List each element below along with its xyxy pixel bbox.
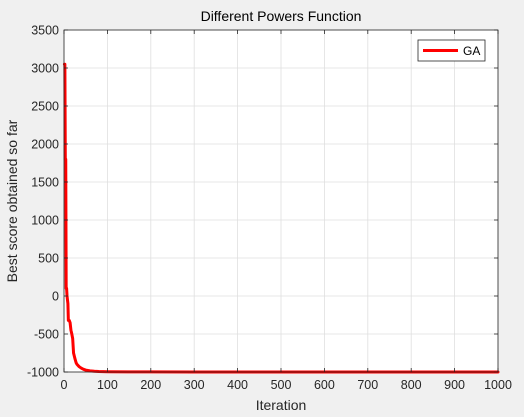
x-axis-label: Iteration xyxy=(256,397,307,413)
x-tick-labels: 0 100 200 300 400 500 600 700 800 900 1000 xyxy=(61,378,512,392)
x-tick-label: 100 xyxy=(97,378,118,392)
chart-title: Different Powers Function xyxy=(201,8,362,24)
y-axis-label: Best score obtained so far xyxy=(4,119,20,282)
x-tick-label: 700 xyxy=(357,378,378,392)
y-tick-label: 2500 xyxy=(31,100,59,114)
x-tick-label: 200 xyxy=(140,378,161,392)
x-tick-label: 500 xyxy=(271,378,292,392)
y-tick-label: 3000 xyxy=(31,62,59,76)
x-tick-label: 600 xyxy=(314,378,335,392)
legend-label-ga: GA xyxy=(463,44,480,58)
x-tick-label: 300 xyxy=(184,378,205,392)
x-tick-label: 0 xyxy=(61,378,68,392)
x-tick-label: 800 xyxy=(401,378,422,392)
legend: GA xyxy=(417,39,486,62)
y-tick-label: -500 xyxy=(34,328,59,342)
x-tick-label: 900 xyxy=(444,378,465,392)
x-tick-label: 1000 xyxy=(484,378,512,392)
y-tick-labels: -1000 -500 0 500 1000 1500 2000 2500 3000 3500 xyxy=(27,24,59,380)
y-tick-label: 2000 xyxy=(31,138,59,152)
y-tick-label: 3500 xyxy=(31,24,59,38)
tick-marks xyxy=(63,29,499,373)
x-tick-label: 400 xyxy=(227,378,248,392)
y-tick-label: -1000 xyxy=(27,366,59,380)
y-tick-label: 0 xyxy=(52,290,59,304)
y-tick-label: 1000 xyxy=(31,214,59,228)
y-tick-label: 500 xyxy=(38,252,59,266)
y-tick-label: 1500 xyxy=(31,176,59,190)
